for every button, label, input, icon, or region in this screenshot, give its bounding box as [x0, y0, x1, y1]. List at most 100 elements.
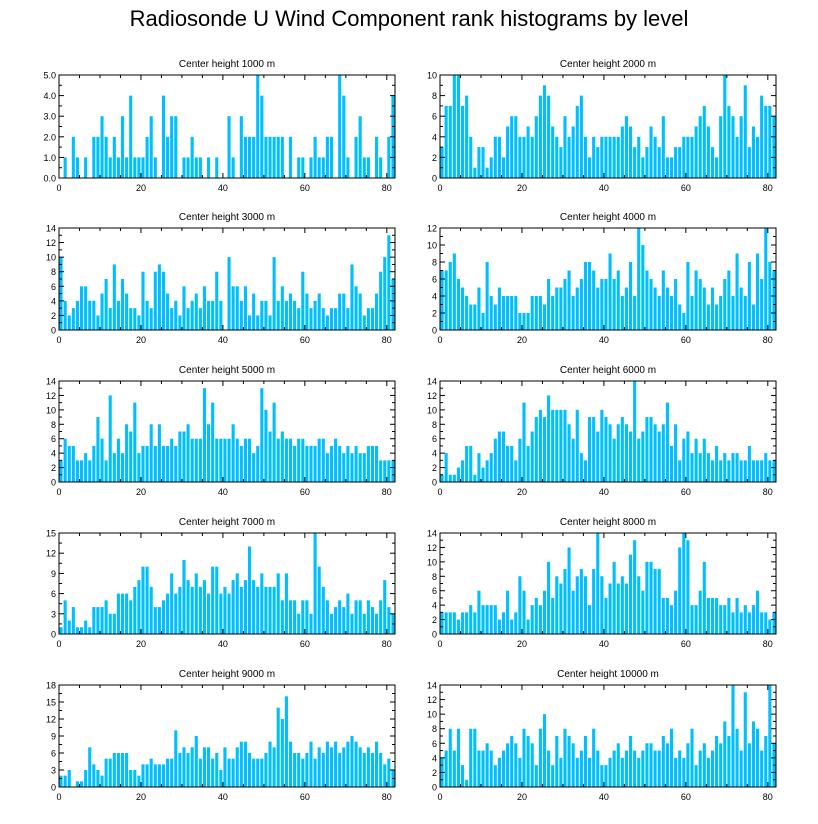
histogram-bar	[501, 157, 506, 178]
histogram-bar	[174, 116, 178, 178]
histogram-bar	[305, 600, 309, 634]
histogram-panel: Center height 2000 m 0 20 40 60 80 0 2 4 6 8 10	[427, 59, 777, 193]
histogram-bar	[137, 580, 141, 634]
histogram-bar	[276, 136, 280, 178]
histogram-bar	[731, 612, 735, 634]
histogram-bar	[350, 613, 354, 634]
histogram-bar	[112, 613, 116, 634]
histogram-bar	[624, 424, 628, 482]
histogram-bar	[588, 262, 592, 330]
histogram-bar	[182, 157, 186, 178]
histogram-bar	[153, 445, 157, 482]
histogram-bar	[772, 460, 776, 482]
histogram-bar	[547, 750, 551, 787]
histogram-bar	[252, 136, 256, 178]
histogram-bar	[645, 743, 649, 787]
histogram-bar	[358, 116, 362, 178]
histogram-bar	[145, 300, 149, 330]
histogram-bar	[579, 750, 583, 787]
y-tick-label: 0	[51, 478, 56, 488]
histogram-bar	[329, 136, 334, 178]
x-tick-label: 20	[136, 183, 146, 193]
y-tick-label: 6	[432, 739, 437, 749]
histogram-bar	[313, 300, 317, 330]
histogram-bar	[628, 126, 633, 178]
histogram-bar	[235, 286, 239, 330]
histogram-bar	[276, 438, 280, 482]
histogram-bar	[166, 136, 170, 178]
histogram-bar	[63, 775, 67, 787]
histogram-bar	[231, 157, 235, 178]
histogram-bar	[489, 453, 493, 482]
histogram-bar	[379, 600, 383, 634]
histogram-bar	[604, 765, 608, 787]
histogram-bar	[145, 445, 149, 482]
histogram-bar	[338, 753, 342, 787]
histogram-bar	[600, 765, 604, 787]
histogram-bar	[383, 257, 387, 330]
y-tick-label: 6	[432, 586, 437, 596]
y-tick-label: 0	[51, 326, 56, 336]
histogram-bar	[645, 270, 649, 330]
histogram-bar	[145, 136, 149, 178]
histogram-bar	[588, 605, 592, 634]
histogram-bar	[559, 147, 563, 178]
histogram-bar	[510, 619, 514, 634]
histogram-bar	[563, 279, 567, 330]
x-tick-label: 20	[517, 792, 527, 802]
y-tick-label: 9	[51, 569, 56, 579]
y-tick-label: 2.0	[43, 132, 56, 142]
histogram-bar	[477, 453, 481, 482]
x-tick-label: 80	[382, 487, 392, 497]
histogram-bar	[227, 593, 231, 634]
histogram-bar	[674, 590, 678, 634]
histogram-bar	[678, 304, 682, 330]
histogram-bar	[125, 157, 129, 178]
y-tick-label: 4	[432, 601, 437, 611]
histogram-bar	[653, 569, 657, 634]
histogram-bar	[170, 438, 174, 482]
histogram-bar	[739, 287, 743, 330]
x-tick-label: 80	[763, 487, 773, 497]
histogram-bar	[612, 561, 616, 634]
histogram-bar	[686, 262, 690, 330]
histogram-bar	[764, 612, 768, 634]
histogram-bar	[112, 136, 116, 178]
histogram-bar	[100, 438, 104, 482]
histogram-bar	[120, 753, 125, 787]
histogram-bar	[108, 758, 112, 787]
histogram-bar	[465, 95, 469, 178]
histogram-bar	[239, 300, 243, 330]
histogram-bar	[559, 583, 563, 634]
histogram-bar	[620, 126, 624, 178]
histogram-bar	[706, 453, 710, 482]
histogram-bar	[481, 313, 485, 330]
histogram-bar	[694, 438, 698, 482]
histogram-bar	[690, 453, 694, 482]
x-tick-label: 0	[437, 183, 442, 193]
histogram-bar	[501, 750, 506, 787]
histogram-bar	[293, 600, 297, 634]
y-tick-label: 8	[51, 267, 56, 277]
histogram-bar	[190, 300, 194, 330]
histogram-bar	[751, 721, 756, 787]
histogram-bar	[338, 600, 342, 634]
histogram-bar	[768, 262, 772, 330]
histogram-bar	[542, 85, 547, 178]
histogram-bar	[268, 431, 272, 482]
histogram-bar	[534, 116, 538, 178]
histogram-bar	[612, 279, 616, 330]
histogram-bar	[260, 573, 264, 634]
histogram-bar	[84, 453, 88, 482]
histogram-bar	[534, 417, 538, 482]
x-tick-label: 80	[763, 335, 773, 345]
histogram-bar	[67, 315, 71, 330]
histogram-bar	[309, 613, 313, 634]
histogram-bar	[702, 743, 706, 787]
histogram-bar	[379, 753, 383, 787]
histogram-bar	[579, 95, 583, 178]
histogram-bar	[194, 736, 198, 787]
histogram-bar	[207, 157, 211, 178]
histogram-bar	[661, 270, 665, 330]
histogram-bar	[313, 445, 317, 482]
